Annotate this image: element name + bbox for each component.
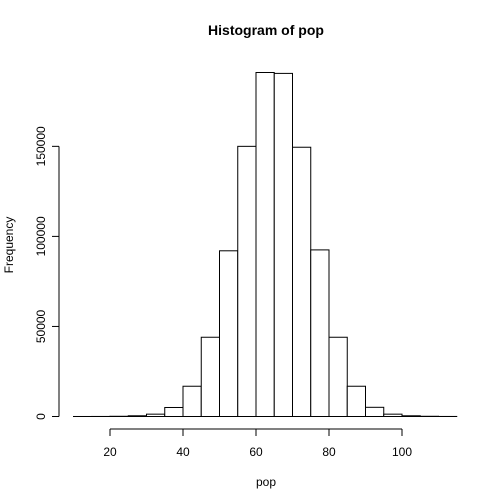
x-tick-label: 80: [322, 445, 336, 459]
x-tick-label: 40: [176, 445, 190, 459]
histogram-bar: [164, 406, 184, 417]
histogram-bar: [146, 413, 166, 418]
histogram-bar: [219, 250, 239, 417]
x-tick-label: 20: [103, 445, 117, 459]
histogram-bar: [292, 146, 312, 418]
histogram-bar: [401, 415, 421, 417]
x-axis: 20 40 60 80 100: [103, 428, 412, 459]
histogram-bar: [310, 249, 330, 417]
bars-group: [73, 72, 458, 418]
histogram-bar: [365, 406, 385, 417]
histogram-bar: [383, 413, 403, 418]
y-tick-label: 150000: [34, 126, 48, 166]
histogram-bar: [237, 145, 257, 417]
x-tick-label: 60: [249, 445, 263, 459]
chart-title: Histogram of pop: [208, 22, 324, 38]
histogram-bar: [328, 336, 348, 417]
y-tick-label: 100000: [34, 216, 48, 256]
histogram-bar: [127, 415, 147, 417]
x-tick-label: 100: [392, 445, 412, 459]
y-axis-label: Frequency: [2, 217, 16, 274]
histogram-bar: [273, 72, 293, 418]
y-axis: 0 50000 100000 150000: [34, 126, 60, 420]
histogram-bar: [182, 385, 202, 417]
histogram-bar: [200, 336, 220, 417]
x-axis-label: pop: [256, 475, 276, 489]
y-tick-label: 0: [34, 413, 48, 420]
histogram-bar: [255, 72, 275, 417]
histogram-bar: [346, 385, 366, 417]
y-tick-label: 50000: [34, 309, 48, 343]
